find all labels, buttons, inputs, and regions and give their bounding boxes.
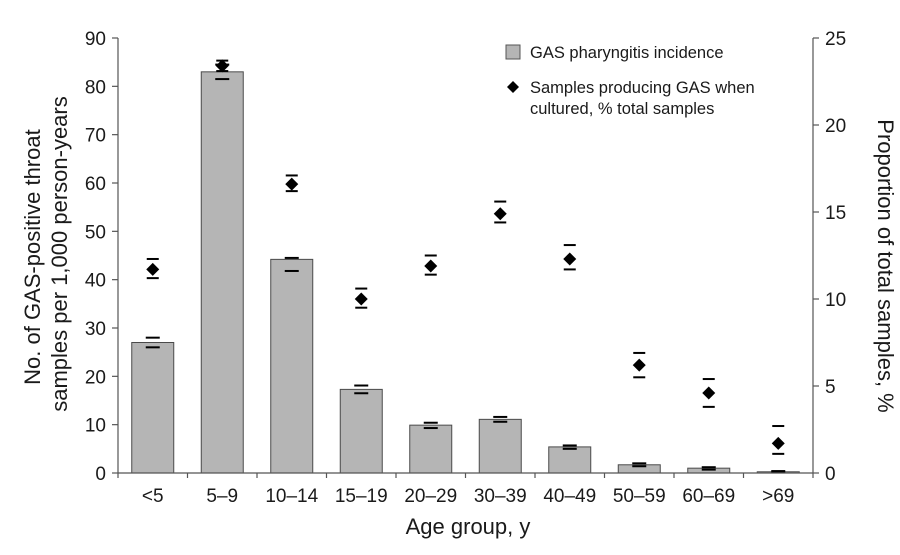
y-axis-title-right: Proportion of total samples, % (873, 119, 898, 412)
y-right-tick-label: 25 (825, 29, 846, 50)
proportion-point (563, 252, 577, 266)
y-left-tick-label: 70 (85, 126, 106, 147)
legend-scatter-label-line-2: cultured, % total samples (530, 100, 714, 118)
x-tick-label: 5–9 (206, 486, 238, 507)
bar-series (131, 63, 800, 474)
proportion-point (424, 259, 438, 273)
proportion-point (771, 436, 785, 450)
x-tick-label: >69 (762, 486, 794, 507)
legend: GAS pharyngitis incidence Samples produc… (505, 44, 759, 118)
y-left-tick-label: 80 (85, 77, 106, 98)
legend-scatter-label: Samples producing GAS when cultured, % t… (530, 79, 759, 118)
x-tick-label: 15–19 (335, 486, 388, 507)
legend-bar-label: GAS pharyngitis incidence (530, 44, 724, 62)
proportion-point (493, 207, 507, 221)
y-left-tick-label: 10 (85, 416, 106, 437)
x-tick-label: 40–49 (543, 486, 596, 507)
x-tick-label: 20–29 (404, 486, 457, 507)
incidence-bar (339, 388, 383, 474)
legend-bar-swatch (505, 44, 521, 60)
y-axis-title-left: No. of GAS-positive throat samples per 1… (20, 96, 72, 412)
y-axis-title-left-line-1: No. of GAS-positive throat (20, 129, 45, 385)
y-axis-title-left-line-2: samples per 1,000 person-years (47, 96, 72, 412)
x-tick-label: 10–14 (265, 486, 318, 507)
x-tick-label: 50–59 (613, 486, 666, 507)
y-right-tick-label: 10 (825, 290, 846, 311)
proportion-point (354, 292, 368, 306)
incidence-bar (548, 446, 592, 474)
axes: 0 10 20 30 40 50 60 70 80 90 0 5 10 15 20 25 <5 5–9 10–14 1… (85, 29, 846, 507)
incidence-bar (200, 71, 244, 474)
incidence-bar (270, 258, 314, 474)
legend-diamond-marker (507, 81, 519, 93)
y-right-tick-label: 20 (825, 116, 846, 137)
proportion-point (215, 59, 229, 73)
y-right-tick-label: 0 (825, 464, 836, 485)
y-left-tick-label: 50 (85, 222, 106, 243)
y-left-tick-label: 90 (85, 29, 106, 50)
x-tick-label: 30–39 (474, 486, 527, 507)
y-left-tick-label: 20 (85, 367, 106, 388)
x-tick-label: 60–69 (682, 486, 735, 507)
proportion-point (632, 358, 646, 372)
y-left-tick-label: 30 (85, 319, 106, 340)
y-right-tick-label: 5 (825, 377, 836, 398)
proportion-point (146, 262, 160, 276)
x-axis-title: Age group, y (406, 514, 531, 539)
legend-scatter-label-line-1: Samples producing GAS when (530, 79, 755, 97)
y-right-tick-label: 15 (825, 203, 846, 224)
proportion-point (702, 386, 716, 400)
x-tick-label: <5 (142, 486, 164, 507)
incidence-bar (131, 342, 175, 474)
y-left-tick-label: 0 (95, 464, 106, 485)
incidence-bar (409, 424, 453, 474)
y-left-tick-label: 60 (85, 174, 106, 195)
scatter-series (146, 59, 785, 455)
incidence-bar (478, 418, 522, 474)
y-left-tick-label: 40 (85, 271, 106, 292)
proportion-point (285, 177, 299, 191)
